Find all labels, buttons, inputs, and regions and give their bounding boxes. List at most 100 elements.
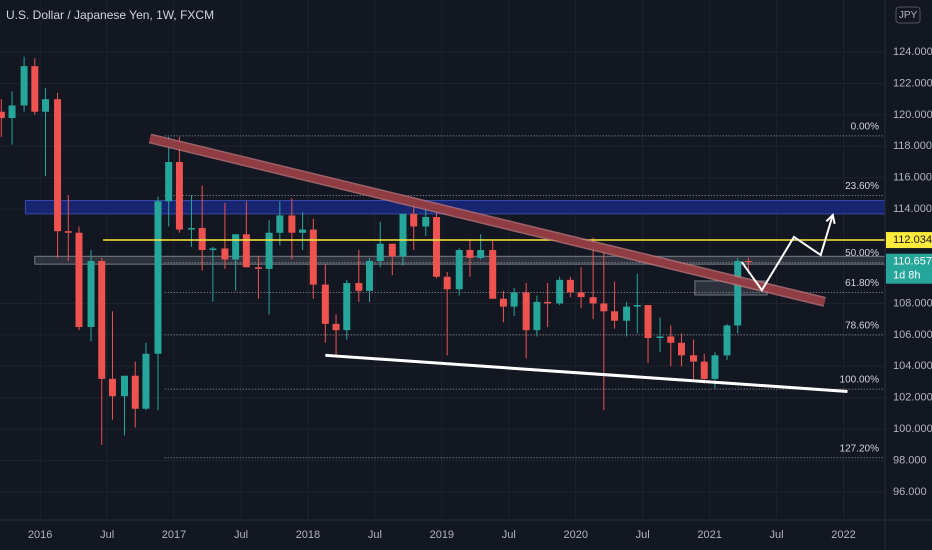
candle-body bbox=[54, 99, 62, 232]
candle-body bbox=[556, 279, 564, 304]
candle-body bbox=[744, 261, 752, 263]
candle-body bbox=[299, 229, 307, 233]
candle-body bbox=[154, 201, 162, 354]
drawings bbox=[103, 133, 885, 393]
candle-body bbox=[254, 267, 262, 269]
axes: 96.000 98.000 100.000 102.000 104.000 106.000… bbox=[28, 46, 932, 541]
y-tick-label: 122.000 bbox=[893, 77, 932, 89]
grid bbox=[0, 0, 885, 520]
candle-body bbox=[499, 298, 507, 307]
candle-body bbox=[242, 234, 250, 268]
candle-body bbox=[8, 105, 16, 119]
fib-label: 50.00% bbox=[845, 248, 879, 259]
y-tick-label: 96.000 bbox=[893, 486, 927, 498]
x-tick-label: 2019 bbox=[430, 529, 454, 541]
candle-body bbox=[64, 231, 72, 233]
candle-body bbox=[455, 250, 463, 290]
candle-body bbox=[198, 228, 206, 251]
x-tick-label: Jul bbox=[770, 529, 784, 541]
candle-body bbox=[221, 248, 229, 260]
candle-body bbox=[187, 228, 195, 230]
candle-body bbox=[355, 283, 363, 291]
y-tick-label: 116.000 bbox=[893, 172, 932, 184]
candle-body bbox=[477, 250, 485, 258]
x-tick-label: 2018 bbox=[296, 529, 320, 541]
candle-body bbox=[432, 217, 440, 277]
candle-body bbox=[667, 336, 675, 343]
candle-body bbox=[443, 276, 451, 290]
y-tick-label: 120.000 bbox=[893, 109, 932, 121]
y-tick-label: 98.000 bbox=[893, 455, 927, 467]
candle-body bbox=[466, 250, 474, 258]
fibonacci: 0.00% 23.60% 50.00% 61.80% 78.60% 100.00% 127.… bbox=[164, 122, 885, 459]
candles bbox=[0, 56, 752, 445]
level-price-label: 112.034 bbox=[893, 234, 932, 246]
last-price-label: 110.657 bbox=[893, 256, 932, 268]
candle-body bbox=[366, 261, 374, 291]
candle-body bbox=[734, 261, 742, 326]
fib-label: 127.20% bbox=[840, 443, 880, 454]
candle-body bbox=[42, 99, 50, 112]
candle-body bbox=[388, 243, 396, 257]
candle-body bbox=[98, 261, 106, 379]
projection-arrowhead bbox=[825, 212, 836, 224]
candle-body bbox=[376, 243, 384, 262]
candle-body bbox=[343, 283, 351, 331]
candle-body bbox=[489, 250, 497, 299]
x-tick-label: Jul bbox=[100, 529, 114, 541]
x-tick-label: 2022 bbox=[831, 529, 855, 541]
candle-body bbox=[623, 306, 631, 321]
fib-label: 100.00% bbox=[840, 375, 880, 386]
candle-body bbox=[510, 292, 518, 307]
y-tick-label: 108.000 bbox=[893, 297, 932, 309]
candle-body bbox=[75, 232, 83, 328]
candle-body bbox=[20, 66, 28, 106]
candle-body bbox=[175, 162, 183, 230]
candle-body bbox=[131, 375, 139, 409]
fib-label: 23.60% bbox=[845, 181, 879, 192]
candle-body bbox=[121, 375, 129, 397]
candle-body bbox=[332, 323, 340, 331]
last-price-box bbox=[886, 253, 932, 284]
candle-body bbox=[589, 297, 597, 304]
candle-body bbox=[566, 279, 574, 293]
fib-label: 78.60% bbox=[845, 321, 879, 332]
candle-body bbox=[321, 284, 329, 324]
candle-body bbox=[522, 292, 530, 331]
x-tick-label: Jul bbox=[636, 529, 650, 541]
candle-body bbox=[533, 301, 541, 331]
candle-body bbox=[276, 215, 284, 233]
fib-label: 61.80% bbox=[845, 278, 879, 289]
y-tick-label: 124.000 bbox=[893, 46, 932, 58]
candle-body bbox=[309, 229, 317, 285]
x-tick-label: 2021 bbox=[697, 529, 721, 541]
x-tick-label: 2017 bbox=[162, 529, 186, 541]
candle-body bbox=[677, 342, 685, 356]
candle-body bbox=[644, 305, 652, 339]
candle-body bbox=[108, 378, 116, 397]
candle-body bbox=[422, 217, 430, 227]
y-tick-label: 104.000 bbox=[893, 360, 932, 372]
currency-badge[interactable] bbox=[895, 6, 921, 24]
y-tick-label: 114.000 bbox=[893, 203, 932, 215]
x-tick-label: Jul bbox=[502, 529, 516, 541]
candle-body bbox=[700, 361, 708, 379]
candle-body bbox=[232, 234, 240, 260]
trendline bbox=[149, 135, 826, 306]
level-price-box bbox=[886, 232, 932, 249]
candle-body bbox=[165, 162, 173, 202]
y-tick-label: 102.000 bbox=[893, 392, 932, 404]
candle-body bbox=[288, 215, 296, 233]
x-tick-label: Jul bbox=[234, 529, 248, 541]
fib-label: 0.00% bbox=[851, 122, 879, 133]
candle-body bbox=[399, 213, 407, 257]
y-tick-label: 106.000 bbox=[893, 329, 932, 341]
candle-body bbox=[690, 355, 698, 362]
x-tick-label: Jul bbox=[368, 529, 382, 541]
candle-body bbox=[577, 292, 585, 298]
candle-body bbox=[209, 248, 217, 251]
candle-body bbox=[656, 336, 664, 339]
